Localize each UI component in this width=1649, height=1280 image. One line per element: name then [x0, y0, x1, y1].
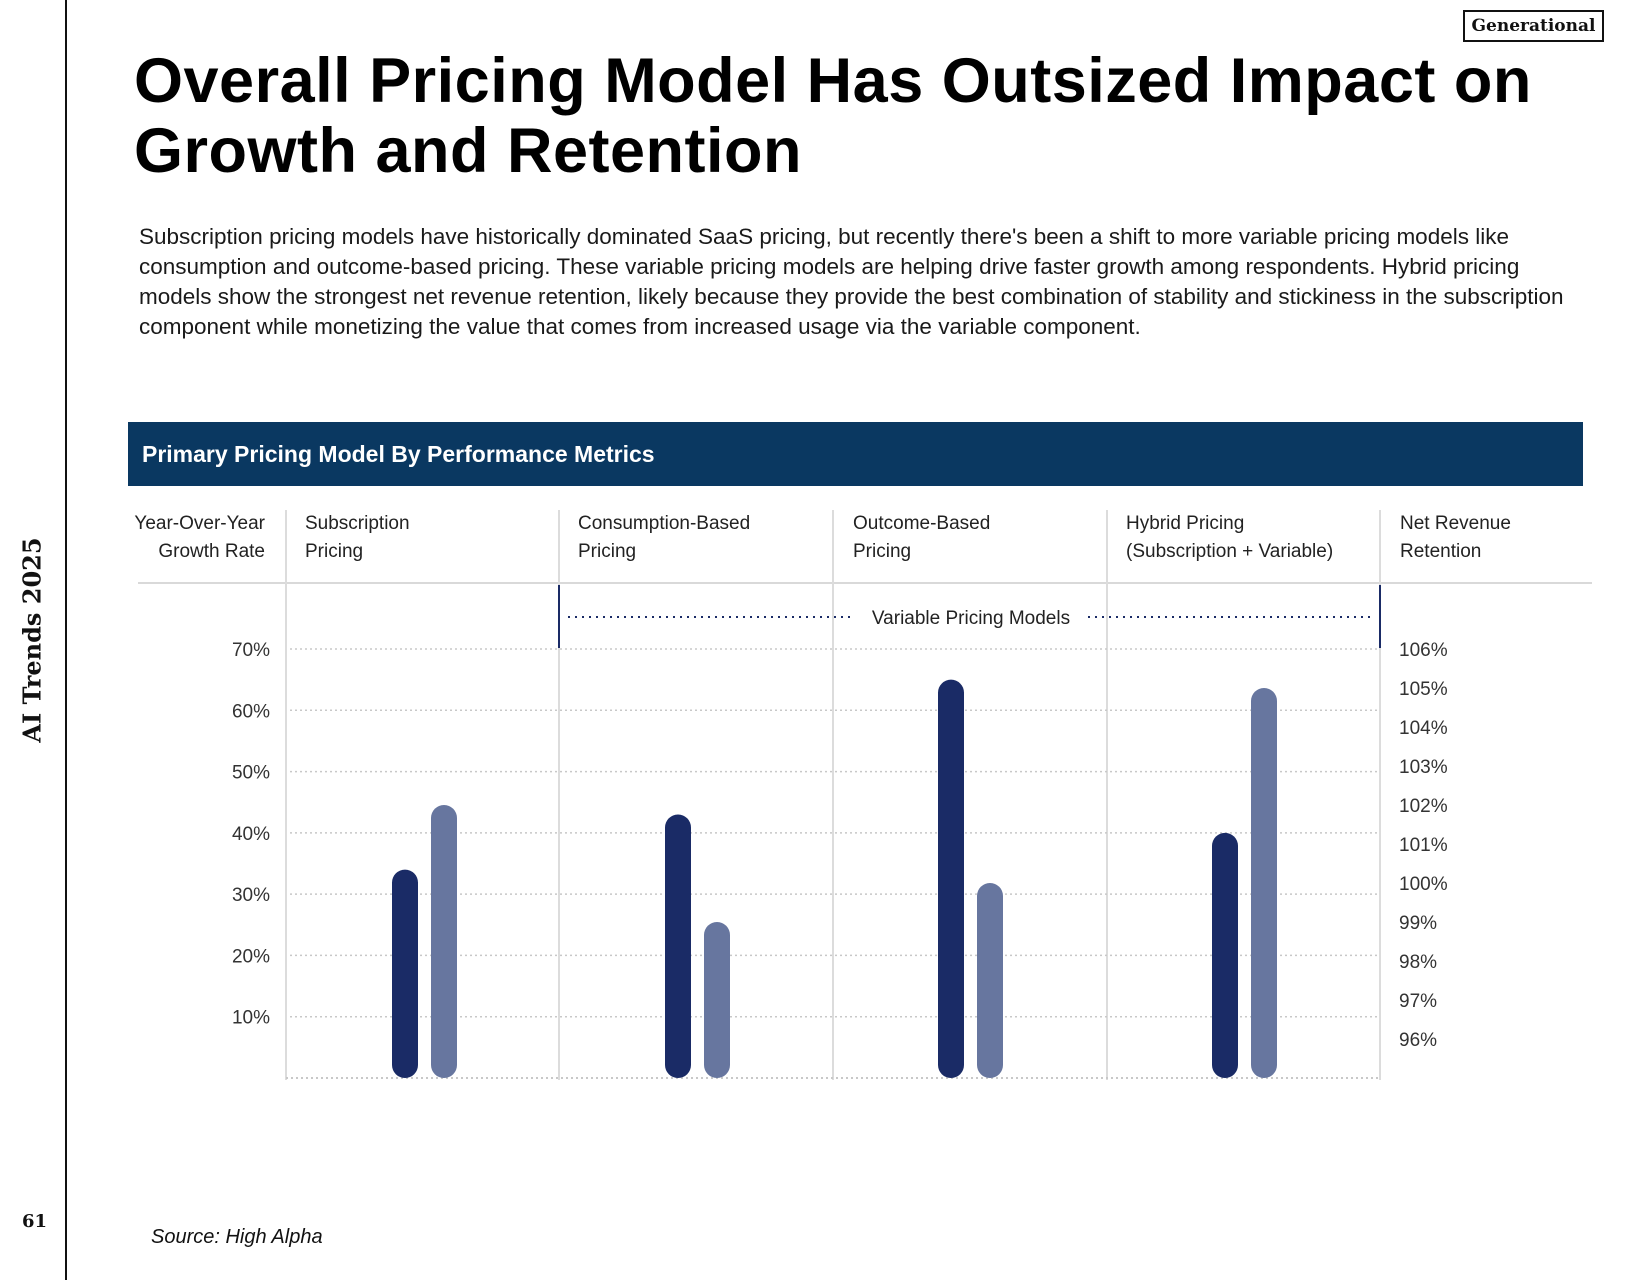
left-axis-header: Year-Over-Year Growth Rate	[128, 510, 265, 566]
left-axis-tick: 30%	[232, 885, 270, 906]
source-note: Source: High Alpha	[151, 1226, 323, 1248]
right-axis-tick: 103%	[1399, 757, 1448, 778]
right-axis-header-line: Retention	[1400, 541, 1482, 562]
right-axis-tick: 102%	[1399, 796, 1448, 817]
growth-bar	[392, 869, 418, 1078]
page-title: Overall Pricing Model Has Outsized Impac…	[134, 46, 1532, 186]
right-axis-tick: 105%	[1399, 679, 1448, 700]
right-axis-tick: 101%	[1399, 835, 1448, 856]
column-header-line: Pricing	[305, 541, 364, 562]
column-header-subscription: Subscription Pricing	[305, 510, 410, 566]
nrr-bar	[1251, 688, 1277, 1078]
right-axis-tick: 96%	[1399, 1030, 1437, 1051]
column-header-line: Subscription	[305, 513, 410, 534]
page-margin-line	[65, 0, 67, 1280]
chart-title: Primary Pricing Model By Performance Met…	[128, 422, 1583, 486]
left-axis-tick: 20%	[232, 946, 270, 967]
column-header-line: (Subscription + Variable)	[1126, 541, 1334, 562]
column-header-line: Pricing	[853, 541, 912, 562]
nrr-bar	[977, 883, 1003, 1078]
column-header-line: Outcome-Based	[853, 513, 991, 534]
left-axis-tick: 40%	[232, 824, 270, 845]
right-axis-tick: 104%	[1399, 718, 1448, 739]
right-axis-header-line: Net Revenue	[1400, 513, 1511, 534]
left-axis-tick: 10%	[232, 1008, 270, 1029]
left-axis-header-line: Year-Over-Year	[134, 513, 265, 534]
variable-pricing-bracket: Variable Pricing Models	[558, 585, 1381, 648]
column-header-hybrid: Hybrid Pricing (Subscription + Variable)	[1126, 510, 1333, 566]
right-axis-tick: 99%	[1399, 913, 1437, 934]
left-axis-tick: 70%	[232, 640, 270, 661]
column-header-consumption: Consumption-Based Pricing	[578, 510, 750, 566]
right-axis-tick: 106%	[1399, 640, 1448, 661]
right-axis-tick: 98%	[1399, 952, 1437, 973]
column-header-outcome: Outcome-Based Pricing	[853, 510, 990, 566]
growth-bar	[665, 814, 691, 1078]
column-header-line: Pricing	[578, 541, 637, 562]
right-axis-header: Net Revenue Retention	[1400, 510, 1511, 566]
nrr-bar	[704, 922, 730, 1078]
left-axis-header-line: Growth Rate	[158, 541, 265, 562]
right-axis-tick: 97%	[1399, 991, 1437, 1012]
group-annotation: Variable Pricing Models	[872, 608, 1070, 629]
nrr-bar	[431, 805, 457, 1078]
left-axis-tick: 60%	[232, 701, 270, 722]
left-axis-tick: 50%	[232, 763, 270, 784]
growth-bar	[938, 679, 964, 1078]
page-number: 61	[22, 1211, 48, 1232]
growth-bar	[1212, 832, 1238, 1078]
generational-badge: Generational	[1463, 10, 1604, 42]
right-axis-tick: 100%	[1399, 874, 1448, 895]
column-header-line: Hybrid Pricing	[1126, 513, 1245, 534]
intro-paragraph: Subscription pricing models have histori…	[139, 224, 1564, 339]
column-header-line: Consumption-Based	[578, 513, 751, 534]
